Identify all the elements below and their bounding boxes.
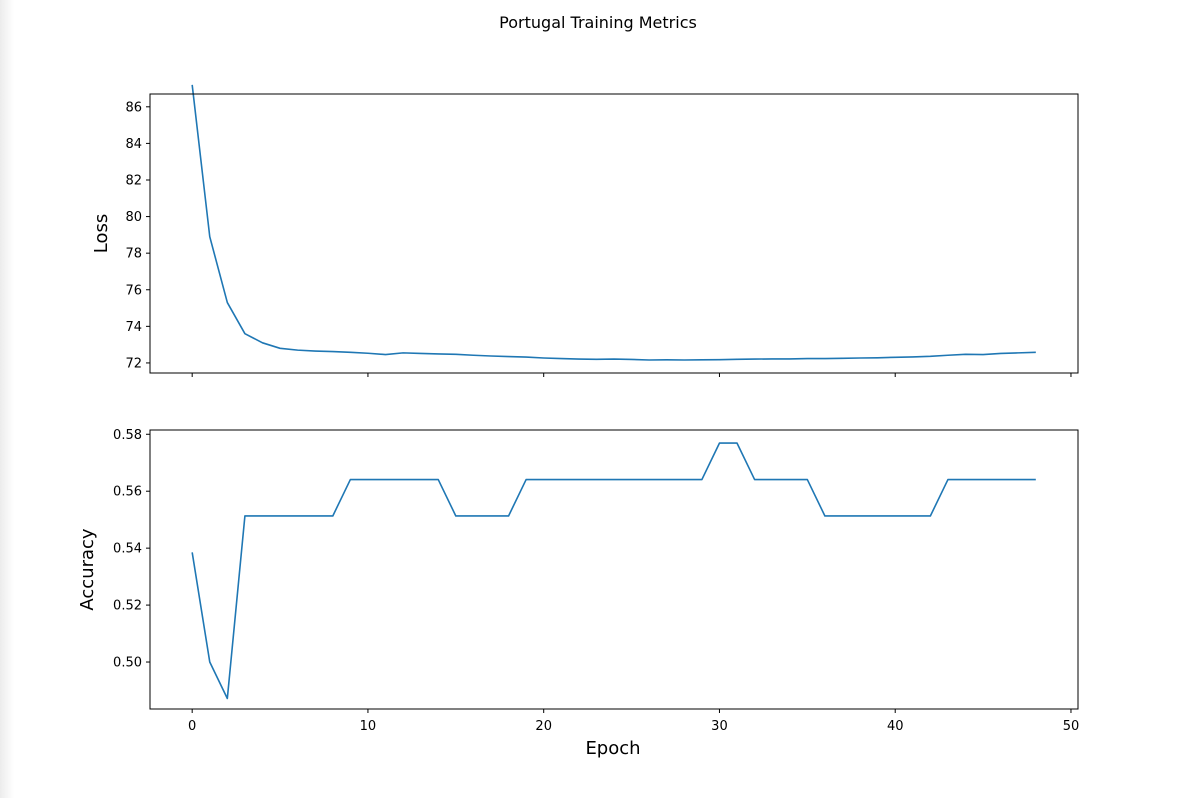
loss-y-axis-label: Loss [91, 214, 112, 253]
chart-title: Portugal Training Metrics [499, 13, 697, 32]
accuracy-y-axis-label: Accuracy [77, 528, 98, 611]
accuracy-y-tick-label: 0.50 [113, 656, 142, 671]
loss-series-line [191, 84, 1036, 361]
x-tick-label: 0 [188, 719, 196, 734]
loss-subplot: 72 74 76 78 80 82 84 86 Loss [91, 84, 1079, 377]
accuracy-y-tick-label: 0.52 [113, 599, 142, 614]
loss-y-tick-label: 78 [125, 247, 142, 262]
loss-axes-frame [149, 93, 1079, 374]
loss-y-tick-label: 76 [125, 283, 142, 298]
x-tick-label: 40 [887, 719, 904, 734]
x-tick-label: 30 [711, 719, 728, 734]
x-tick-label: 10 [360, 719, 377, 734]
accuracy-y-tick-label: 0.56 [113, 485, 142, 500]
accuracy-series-line [191, 442, 1036, 700]
x-axis-label: Epoch [585, 738, 640, 759]
loss-y-tick-label: 80 [125, 210, 142, 225]
loss-y-tick-label: 84 [125, 137, 142, 152]
loss-y-tick-label: 82 [125, 173, 142, 188]
x-tick-label: 20 [535, 719, 552, 734]
x-tick-label: 50 [1063, 719, 1080, 734]
accuracy-subplot: 0.50 0.52 0.54 0.56 0.58 0 10 20 30 40 50 Accuracy [77, 428, 1079, 734]
accuracy-axes-frame [149, 429, 1079, 710]
loss-y-tick-label: 72 [125, 356, 142, 371]
window-edge-shade [0, 0, 14, 798]
accuracy-y-tick-label: 0.58 [113, 428, 142, 443]
accuracy-y-tick-label: 0.54 [113, 542, 142, 557]
loss-y-tick-label: 74 [125, 320, 142, 335]
loss-y-tick-label: 86 [125, 100, 142, 115]
